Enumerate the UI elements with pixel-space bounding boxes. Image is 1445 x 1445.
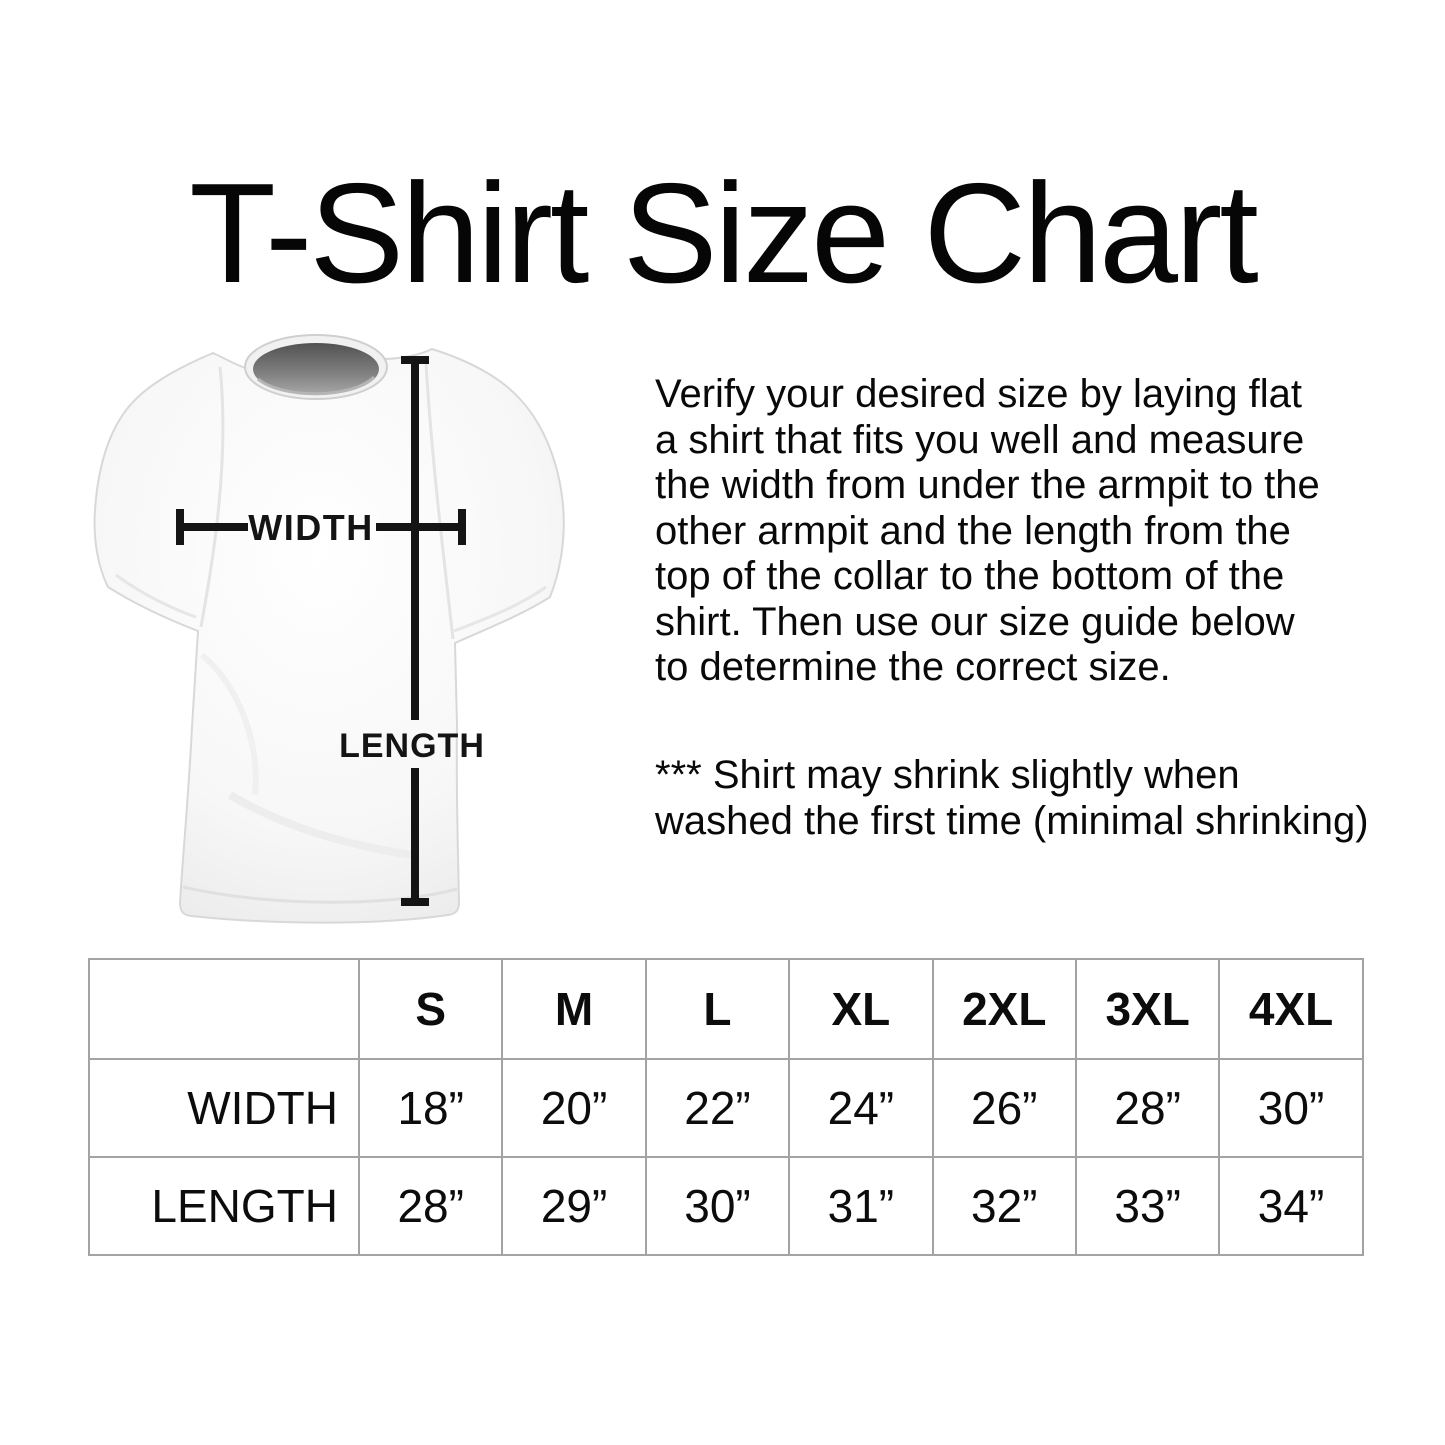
width-measure-label: WIDTH [248, 507, 373, 548]
length-value-m: 29” [501, 1156, 647, 1256]
size-column-header-3xl: 3XL [1074, 958, 1221, 1060]
width-value-3xl: 28” [1074, 1058, 1221, 1158]
length-value-l: 30” [644, 1156, 791, 1256]
shrink-disclaimer: *** Shirt may shrink slightly when washe… [655, 753, 1369, 843]
fabric-fold [200, 652, 259, 796]
hem-stitch-line [182, 885, 458, 904]
left-sleeve-seam [199, 366, 225, 628]
length-value-xl: 31” [788, 1156, 934, 1256]
fabric-fold [227, 791, 413, 859]
width-value-4xl: 30” [1218, 1058, 1364, 1158]
width-row: WIDTH 18” 20” 22” 24” 26” 28” 30” [88, 1058, 1364, 1158]
page-title: T-Shirt Size Chart [189, 154, 1259, 313]
right-sleeve-hem [453, 585, 547, 633]
width-value-2xl: 26” [931, 1058, 1077, 1158]
length-value-4xl: 34” [1218, 1156, 1364, 1256]
size-column-header-xl: XL [788, 958, 934, 1060]
tshirt-body [93, 342, 565, 924]
table-header-row: S M L XL 2XL 3XL 4XL [88, 958, 1364, 1060]
length-value-3xl: 33” [1074, 1156, 1221, 1256]
size-column-header-m: M [501, 958, 647, 1060]
collar-inner-highlight [257, 375, 376, 396]
size-chart-table: S M L XL 2XL 3XL 4XL WIDTH 18” 20” 22” 2… [88, 958, 1364, 1256]
length-row: LENGTH 28” 29” 30” 31” 32” 33” 34” [88, 1156, 1364, 1256]
length-value-s: 28” [357, 1156, 504, 1256]
length-row-label: LENGTH [88, 1156, 360, 1256]
length-measurement [401, 356, 429, 906]
right-sleeve-seam [424, 362, 455, 640]
measuring-instructions: Verify your desired size by laying flat … [655, 372, 1320, 689]
width-value-xl: 24” [788, 1058, 934, 1158]
neck-opening [253, 343, 379, 395]
width-value-l: 22” [644, 1058, 791, 1158]
width-value-s: 18” [357, 1058, 504, 1158]
length-measure-label: LENGTH [339, 727, 485, 765]
size-column-header-2xl: 2XL [931, 958, 1077, 1060]
left-sleeve-hem [115, 573, 197, 619]
size-column-header-4xl: 4XL [1218, 958, 1364, 1060]
table-corner-cell [88, 958, 360, 1060]
width-value-m: 20” [501, 1058, 647, 1158]
length-value-2xl: 32” [931, 1156, 1077, 1256]
size-column-header-s: S [357, 958, 504, 1060]
tshirt-measurement-diagram: WIDTH LENGTH [93, 334, 565, 924]
width-row-label: WIDTH [88, 1058, 360, 1158]
size-column-header-l: L [644, 958, 791, 1060]
